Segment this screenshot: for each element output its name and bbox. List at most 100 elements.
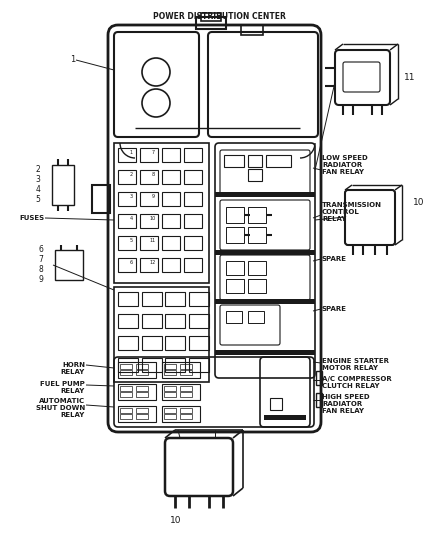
Bar [136,408,148,413]
Bar [215,192,315,197]
Bar [118,336,138,350]
Bar [180,370,192,375]
Bar [184,192,202,206]
Bar [184,258,202,272]
Text: 1: 1 [130,150,133,155]
Bar [120,392,132,397]
Bar [162,214,180,228]
Bar [165,314,185,328]
Bar [118,292,138,306]
Bar [165,336,185,350]
Bar [270,398,282,410]
Text: 11: 11 [150,238,156,243]
Text: 3: 3 [35,175,40,184]
Bar [248,311,264,323]
Bar [136,364,148,369]
Bar [165,358,185,372]
Bar [120,414,132,419]
Text: POWER DISTRIBUTION CENTER: POWER DISTRIBUTION CENTER [152,12,286,21]
Bar [136,392,148,397]
Bar [162,170,180,184]
Bar [215,350,315,355]
Text: 4: 4 [130,216,133,221]
Bar [196,17,226,29]
Bar [162,192,180,206]
Bar [118,170,136,184]
Bar [266,155,291,167]
Bar [165,292,185,306]
Bar [120,370,132,375]
Bar [164,414,176,419]
Bar [184,148,202,162]
Bar [226,311,242,323]
Bar [162,362,200,378]
Bar [215,299,315,304]
Bar [162,384,200,400]
Bar [142,336,162,350]
Bar [248,227,266,243]
Bar [184,236,202,250]
Bar [248,279,266,293]
Bar [215,250,315,255]
Bar [189,358,209,372]
Text: 2: 2 [35,165,40,174]
Bar [120,364,132,369]
Bar [226,279,244,293]
Bar [114,143,209,283]
Text: LOW SPEED
RADIATOR
FAN RELAY: LOW SPEED RADIATOR FAN RELAY [322,155,368,175]
Bar [180,364,192,369]
Bar [248,169,262,181]
Bar [189,292,209,306]
Bar [226,207,244,223]
Bar [180,386,192,391]
Bar [162,406,200,422]
Bar [248,207,266,223]
Text: 8: 8 [152,172,155,177]
Bar [162,236,180,250]
Text: TRANSMISSION
CONTROL
RELAY: TRANSMISSION CONTROL RELAY [322,202,382,222]
Bar [164,364,176,369]
Bar [118,236,136,250]
Bar [226,227,244,243]
Bar [164,392,176,397]
Bar [201,13,221,21]
Text: 4: 4 [35,185,40,194]
Bar [142,358,162,372]
Text: 12: 12 [150,260,156,265]
Bar [248,261,266,275]
Text: 5: 5 [130,238,133,243]
Text: 3: 3 [130,194,133,199]
Text: SPARE: SPARE [322,256,347,262]
Text: HIGH SPEED
RADIATOR
FAN RELAY: HIGH SPEED RADIATOR FAN RELAY [322,394,370,414]
Text: 6: 6 [38,245,43,254]
Bar [164,386,176,391]
Bar [189,314,209,328]
Bar [316,393,322,407]
Bar [184,170,202,184]
Text: 2: 2 [130,172,133,177]
Bar [140,148,158,162]
Text: 10: 10 [413,198,424,207]
Bar [164,370,176,375]
Bar [136,386,148,391]
Bar [118,314,138,328]
Text: FUEL PUMP
RELAY: FUEL PUMP RELAY [40,381,85,394]
Bar [92,185,110,213]
Bar [136,414,148,419]
Bar [248,155,262,167]
Text: 7: 7 [38,255,43,264]
Bar [118,258,136,272]
Text: SPARE: SPARE [322,306,347,312]
Bar [118,362,156,378]
Bar [140,236,158,250]
Text: 9: 9 [152,194,155,199]
Bar [114,287,209,382]
Bar [140,192,158,206]
Text: 10: 10 [150,216,156,221]
Bar [118,358,138,372]
Bar [118,192,136,206]
Text: A/C COMPRESSOR
CLUTCH RELAY: A/C COMPRESSOR CLUTCH RELAY [322,376,392,389]
Bar [55,250,83,280]
Text: 10: 10 [170,516,181,525]
Text: AUTOMATIC
SHUT DOWN
RELAY: AUTOMATIC SHUT DOWN RELAY [36,398,85,418]
